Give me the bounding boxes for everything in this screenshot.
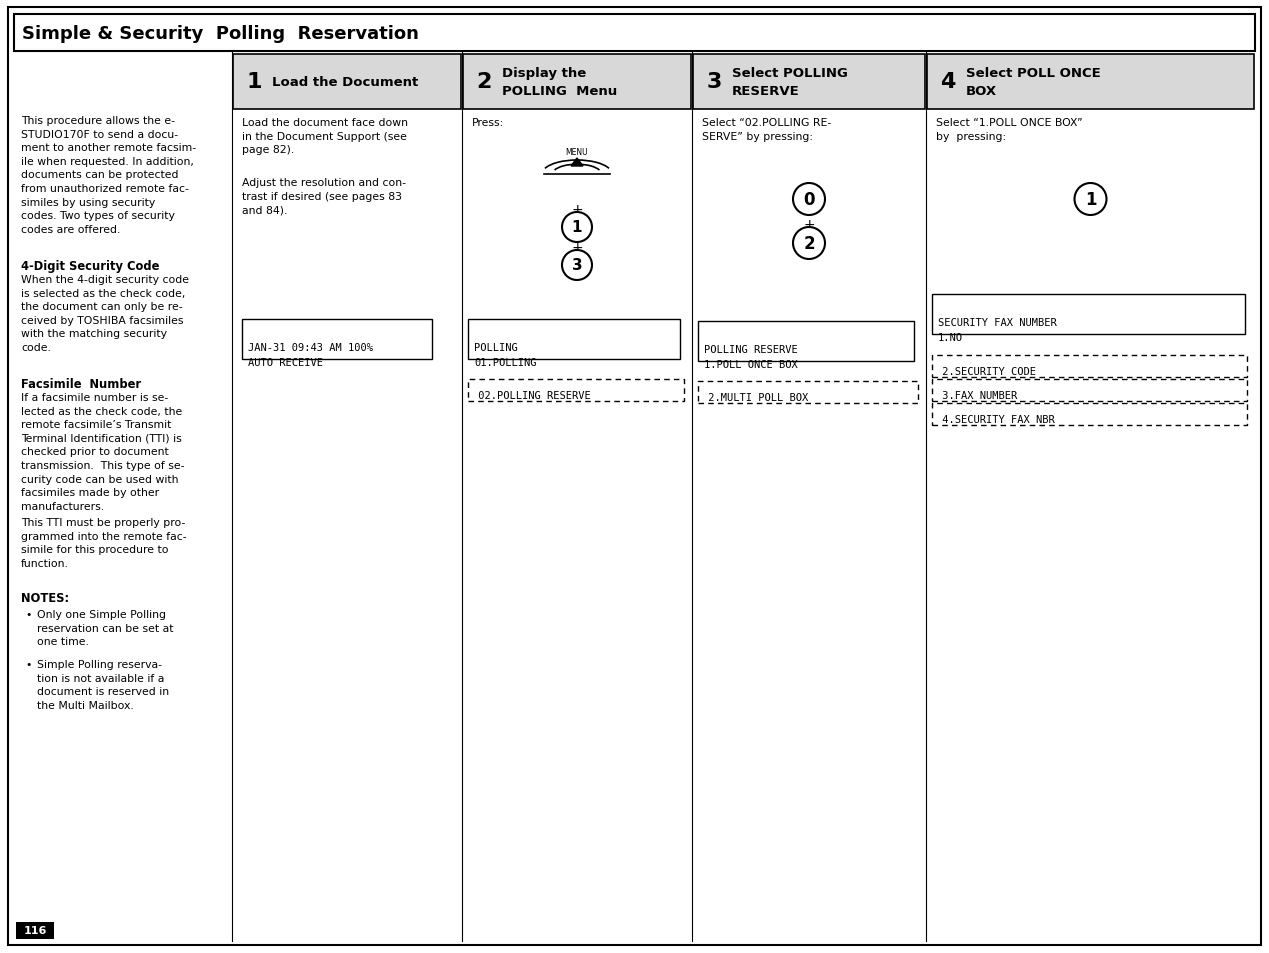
Text: NOTES:: NOTES: xyxy=(22,592,69,604)
Text: +: + xyxy=(803,218,815,232)
Polygon shape xyxy=(571,159,582,167)
Bar xyxy=(931,294,1245,335)
Text: 2: 2 xyxy=(803,234,815,253)
Text: 4.SECURITY FAX NBR: 4.SECURITY FAX NBR xyxy=(937,415,1055,424)
Text: +: + xyxy=(571,203,582,216)
Text: If a facsimile number is se-
lected as the check code, the
remote facsimile’s Tr: If a facsimile number is se- lected as t… xyxy=(22,393,184,511)
Text: Press:: Press: xyxy=(472,118,504,128)
Text: 4-Digit Security Code: 4-Digit Security Code xyxy=(22,260,160,273)
Text: •: • xyxy=(25,659,32,669)
Text: •: • xyxy=(25,609,32,619)
Text: 3: 3 xyxy=(707,72,722,92)
Text: Adjust the resolution and con-
trast if desired (see pages 83
and 84).: Adjust the resolution and con- trast if … xyxy=(242,178,406,215)
Text: POLLING  Menu: POLLING Menu xyxy=(503,85,617,98)
Bar xyxy=(931,379,1247,401)
Bar xyxy=(463,55,692,110)
Text: This procedure allows the e-
STUDIO170F to send a docu-
ment to another remote f: This procedure allows the e- STUDIO170F … xyxy=(22,116,197,234)
Text: 0: 0 xyxy=(803,191,815,209)
Circle shape xyxy=(562,213,593,243)
Text: Only one Simple Polling
reservation can be set at
one time.: Only one Simple Polling reservation can … xyxy=(37,609,174,646)
Bar xyxy=(16,923,55,939)
Bar xyxy=(468,379,684,401)
Text: 3: 3 xyxy=(572,258,582,274)
Text: Select POLL ONCE: Select POLL ONCE xyxy=(966,67,1100,80)
Text: Load the document face down
in the Document Support (see
page 82).: Load the document face down in the Docum… xyxy=(242,118,409,155)
Text: RESERVE: RESERVE xyxy=(732,85,799,98)
Bar xyxy=(698,381,917,403)
Text: 1: 1 xyxy=(572,220,582,235)
Text: 4: 4 xyxy=(940,72,956,92)
Bar xyxy=(233,55,461,110)
Bar xyxy=(931,403,1247,426)
Text: MENU: MENU xyxy=(566,148,589,157)
Text: Facsimile  Number: Facsimile Number xyxy=(22,377,141,391)
Text: Select “1.POLL ONCE BOX”
by  pressing:: Select “1.POLL ONCE BOX” by pressing: xyxy=(937,118,1082,141)
Text: 1: 1 xyxy=(1085,191,1096,209)
Text: SECURITY FAX NUMBER
1.NO: SECURITY FAX NUMBER 1.NO xyxy=(938,317,1057,342)
Text: 2.SECURITY CODE: 2.SECURITY CODE xyxy=(937,367,1036,376)
Text: Display the: Display the xyxy=(503,67,586,80)
Bar xyxy=(926,55,1254,110)
Text: 3.FAX NUMBER: 3.FAX NUMBER xyxy=(937,391,1018,400)
Text: POLLING
01.POLLING: POLLING 01.POLLING xyxy=(475,343,537,368)
Text: Load the Document: Load the Document xyxy=(272,76,419,89)
Text: 2: 2 xyxy=(476,72,491,92)
Text: This TTI must be properly pro-
grammed into the remote fac-
simile for this proc: This TTI must be properly pro- grammed i… xyxy=(22,517,187,568)
Bar xyxy=(14,15,1255,52)
Text: JAN-31 09:43 AM 100%
AUTO RECEIVE: JAN-31 09:43 AM 100% AUTO RECEIVE xyxy=(247,343,373,368)
Text: BOX: BOX xyxy=(966,85,997,98)
Circle shape xyxy=(793,228,825,260)
Text: POLLING RESERVE
1.POLL ONCE BOX: POLLING RESERVE 1.POLL ONCE BOX xyxy=(704,345,798,370)
Text: Select POLLING: Select POLLING xyxy=(732,67,848,80)
Bar xyxy=(242,319,431,359)
Text: Simple & Security  Polling  Reservation: Simple & Security Polling Reservation xyxy=(22,25,419,43)
Text: 02.POLLING RESERVE: 02.POLLING RESERVE xyxy=(472,391,591,400)
Text: When the 4-digit security code
is selected as the check code,
the document can o: When the 4-digit security code is select… xyxy=(22,274,189,353)
Text: 116: 116 xyxy=(23,925,47,935)
Bar xyxy=(931,355,1247,377)
Bar xyxy=(693,55,925,110)
Circle shape xyxy=(1075,184,1107,215)
Text: 2.MULTI POLL BOX: 2.MULTI POLL BOX xyxy=(702,393,808,402)
Circle shape xyxy=(793,184,825,215)
Text: Simple Polling reserva-
tion is not available if a
document is reserved in
the M: Simple Polling reserva- tion is not avai… xyxy=(37,659,169,710)
Text: +: + xyxy=(571,241,582,254)
Bar xyxy=(698,322,914,361)
Circle shape xyxy=(562,251,593,281)
Text: Select “02.POLLING RE-
SERVE” by pressing:: Select “02.POLLING RE- SERVE” by pressin… xyxy=(702,118,831,141)
Text: 1: 1 xyxy=(246,72,261,92)
Bar xyxy=(468,319,680,359)
